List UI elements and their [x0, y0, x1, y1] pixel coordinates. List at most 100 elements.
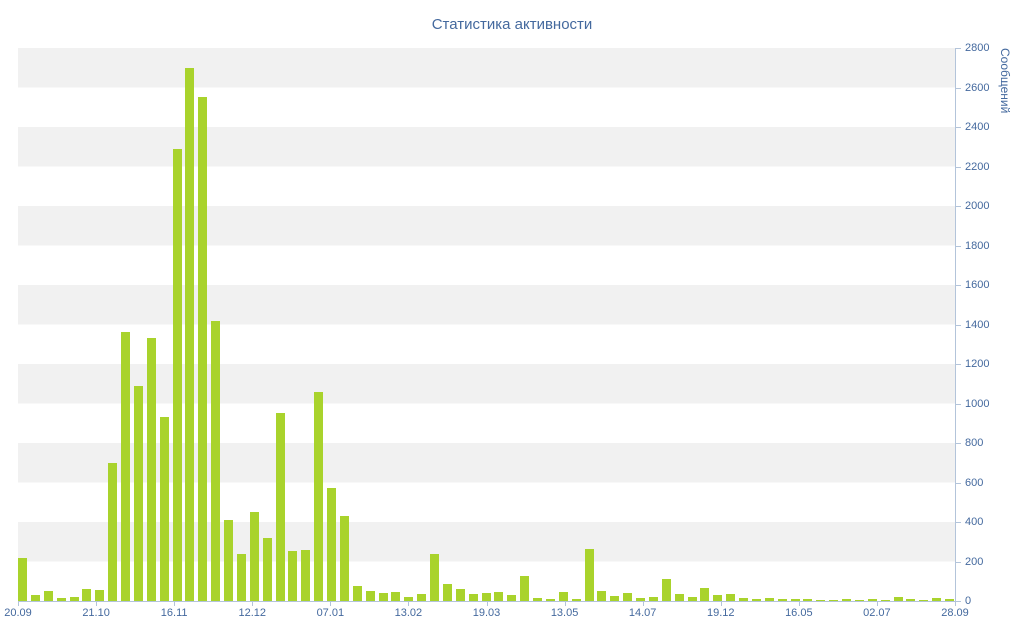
y-axis-tick-label: 600 [965, 476, 984, 489]
bar [854, 600, 864, 601]
x-axis-tick-label: 07.01 [316, 607, 345, 619]
bar [597, 591, 607, 601]
bar [790, 599, 800, 601]
x-axis-tick-label: 28.09 [941, 607, 969, 619]
y-axis-tick [956, 245, 961, 247]
bar [842, 599, 851, 601]
y-axis-tick-label: 2400 [965, 121, 990, 133]
bar [545, 599, 555, 601]
x-axis-tick-label: 16.11 [160, 607, 188, 619]
bar [352, 586, 362, 601]
y-axis-tick [956, 166, 961, 168]
bar [301, 549, 311, 601]
y-axis-tick-label: 1600 [965, 279, 990, 291]
bar [365, 591, 375, 601]
bar [777, 599, 787, 601]
bar [739, 598, 748, 601]
x-axis-tick [720, 602, 722, 606]
bar [636, 598, 645, 601]
x-axis-tick-label: 20.09 [4, 607, 32, 619]
y-axis-tick-label: 2600 [965, 81, 990, 94]
bar [198, 97, 208, 601]
bar [674, 594, 684, 601]
bar [867, 599, 877, 601]
bar [932, 598, 942, 601]
bar [404, 597, 414, 601]
bar [391, 592, 401, 601]
x-axis-tick-label: 14.07 [628, 607, 657, 619]
y-axis-tick [956, 364, 961, 365]
y-axis-tick-label: 2800 [965, 42, 990, 54]
bar [945, 599, 954, 601]
bars-container [18, 48, 955, 601]
y-axis-tick-label: 2200 [965, 160, 990, 173]
bar [584, 548, 594, 601]
bar [185, 67, 195, 601]
y-axis-tick-label: 1400 [965, 318, 990, 331]
y-axis-tick [956, 87, 961, 89]
bar [378, 593, 388, 601]
bar [339, 516, 349, 601]
x-axis-tick [486, 602, 488, 606]
bar [121, 332, 130, 601]
y-axis-tick-label: 200 [965, 555, 984, 568]
x-axis-tick-label: 13.02 [394, 607, 423, 619]
bar [95, 590, 105, 601]
bar [571, 599, 581, 601]
x-axis-tick [798, 602, 800, 606]
bar [56, 598, 66, 601]
x-axis-tick-label: 19.12 [706, 607, 735, 619]
bar [507, 595, 517, 601]
bar [159, 417, 169, 601]
bar [82, 589, 92, 601]
y-axis-tick [956, 443, 961, 444]
bar [533, 598, 542, 601]
bar [30, 595, 40, 601]
y-axis-tick [956, 403, 961, 405]
bar [211, 320, 221, 601]
bar [494, 592, 504, 601]
bar [133, 385, 143, 601]
bar [18, 557, 27, 601]
bar [455, 589, 465, 601]
x-axis-tick [642, 602, 644, 606]
x-axis-tick [564, 602, 566, 606]
bar [288, 550, 298, 601]
x-axis-tick-label: 16.05 [785, 607, 813, 619]
x-axis-tick [174, 602, 176, 606]
y-axis-tick [956, 482, 961, 484]
bar [700, 588, 710, 601]
bar [623, 593, 633, 601]
bar [893, 597, 903, 601]
bar [648, 597, 658, 601]
bar [880, 600, 890, 601]
bar [558, 592, 568, 601]
bar [262, 537, 272, 601]
y-axis-tick-label: 1800 [965, 239, 990, 252]
x-axis-tick-label: 12.12 [238, 607, 267, 619]
y-axis-tick-label: 1000 [965, 397, 990, 410]
bar [764, 598, 774, 601]
bar [816, 600, 826, 601]
bar [430, 553, 439, 601]
y-axis-tick [956, 206, 961, 207]
bar [224, 520, 233, 601]
bar [713, 595, 723, 601]
bar [520, 576, 530, 601]
bar [43, 591, 53, 601]
y-axis-tick [956, 522, 961, 523]
bar [919, 600, 929, 601]
y-axis-tick-label: 0 [965, 595, 972, 607]
bar [726, 594, 736, 601]
y-axis-tick [956, 48, 961, 49]
bar [146, 338, 156, 601]
y-axis-tick-label: 2000 [965, 200, 990, 212]
chart-title: Статистика активности [431, 16, 593, 33]
bar [69, 597, 79, 601]
x-axis-tick-label: 02.07 [863, 607, 891, 619]
bar [417, 594, 427, 601]
bar [236, 553, 246, 601]
bar [803, 599, 813, 601]
y-axis-tick [956, 127, 961, 128]
